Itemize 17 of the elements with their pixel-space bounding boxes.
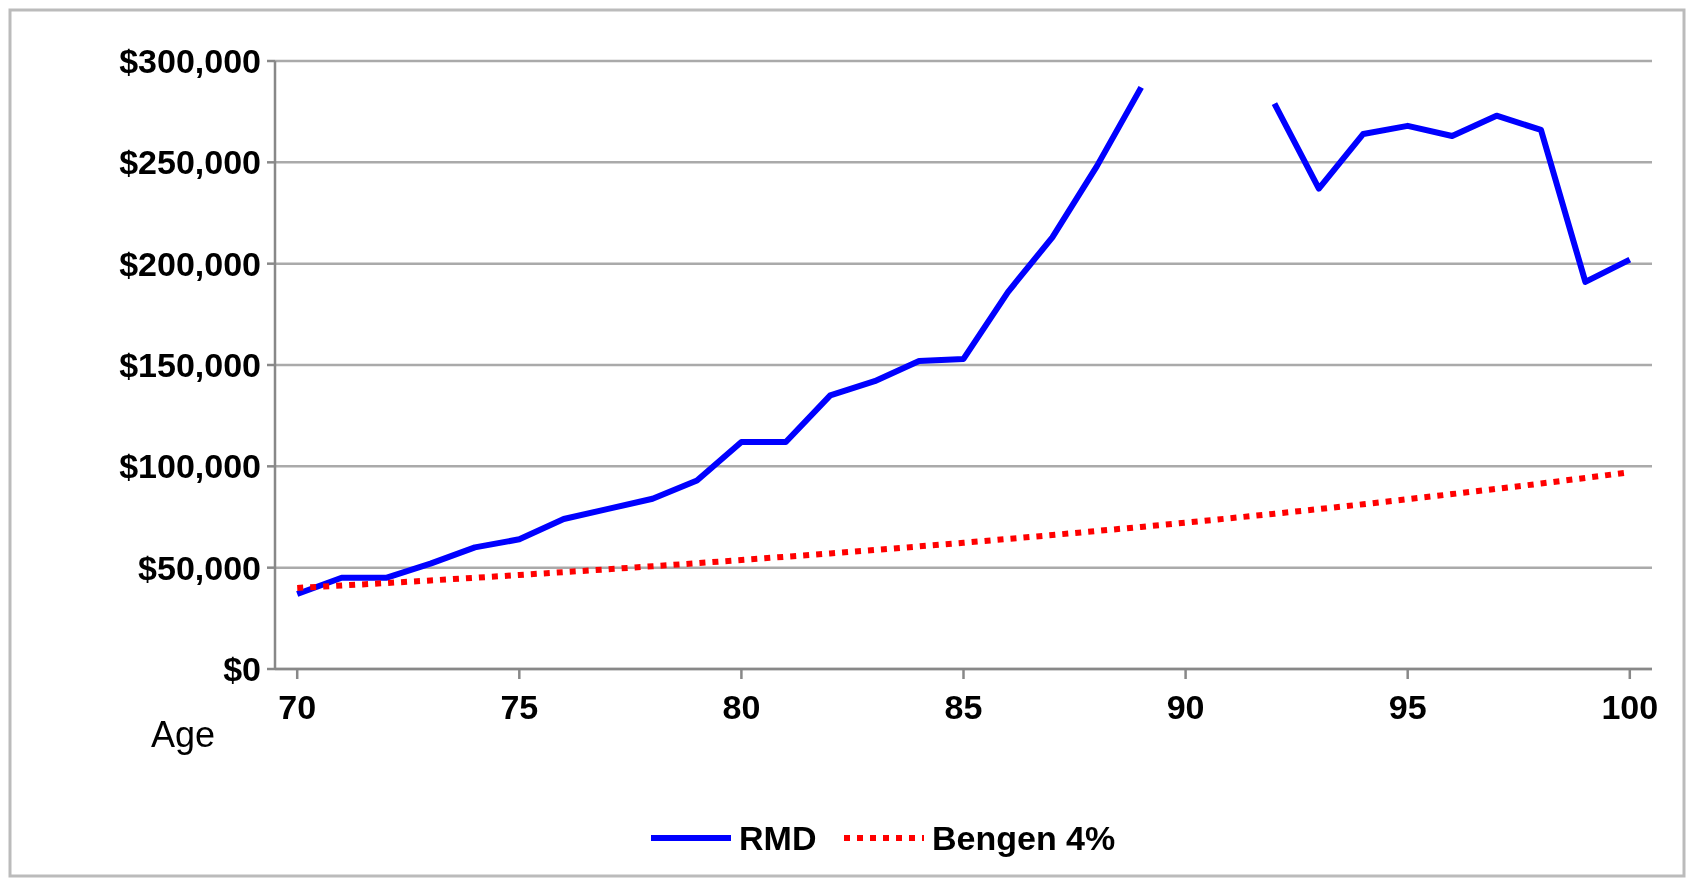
x-tick-label: 95	[1388, 688, 1427, 726]
x-tick-label: 70	[278, 688, 317, 726]
y-tick-label: $150,000	[119, 345, 261, 384]
x-tick-label: 100	[1601, 688, 1659, 726]
legend-label: RMD	[739, 818, 817, 857]
y-tick-label: $0	[223, 649, 261, 688]
x-tick-label: 85	[944, 688, 983, 726]
y-tick-label: $250,000	[119, 143, 261, 182]
legend-label: Bengen 4%	[932, 818, 1116, 857]
x-tick-label: 75	[500, 688, 539, 726]
x-axis-title: Age	[150, 714, 215, 755]
x-tick-label: 80	[722, 688, 761, 726]
y-tick-label: $300,000	[119, 41, 261, 80]
y-tick-label: $200,000	[119, 244, 261, 283]
y-tick-label: $50,000	[138, 548, 261, 587]
y-tick-label: $100,000	[119, 447, 261, 486]
x-tick-label: 90	[1166, 688, 1205, 726]
